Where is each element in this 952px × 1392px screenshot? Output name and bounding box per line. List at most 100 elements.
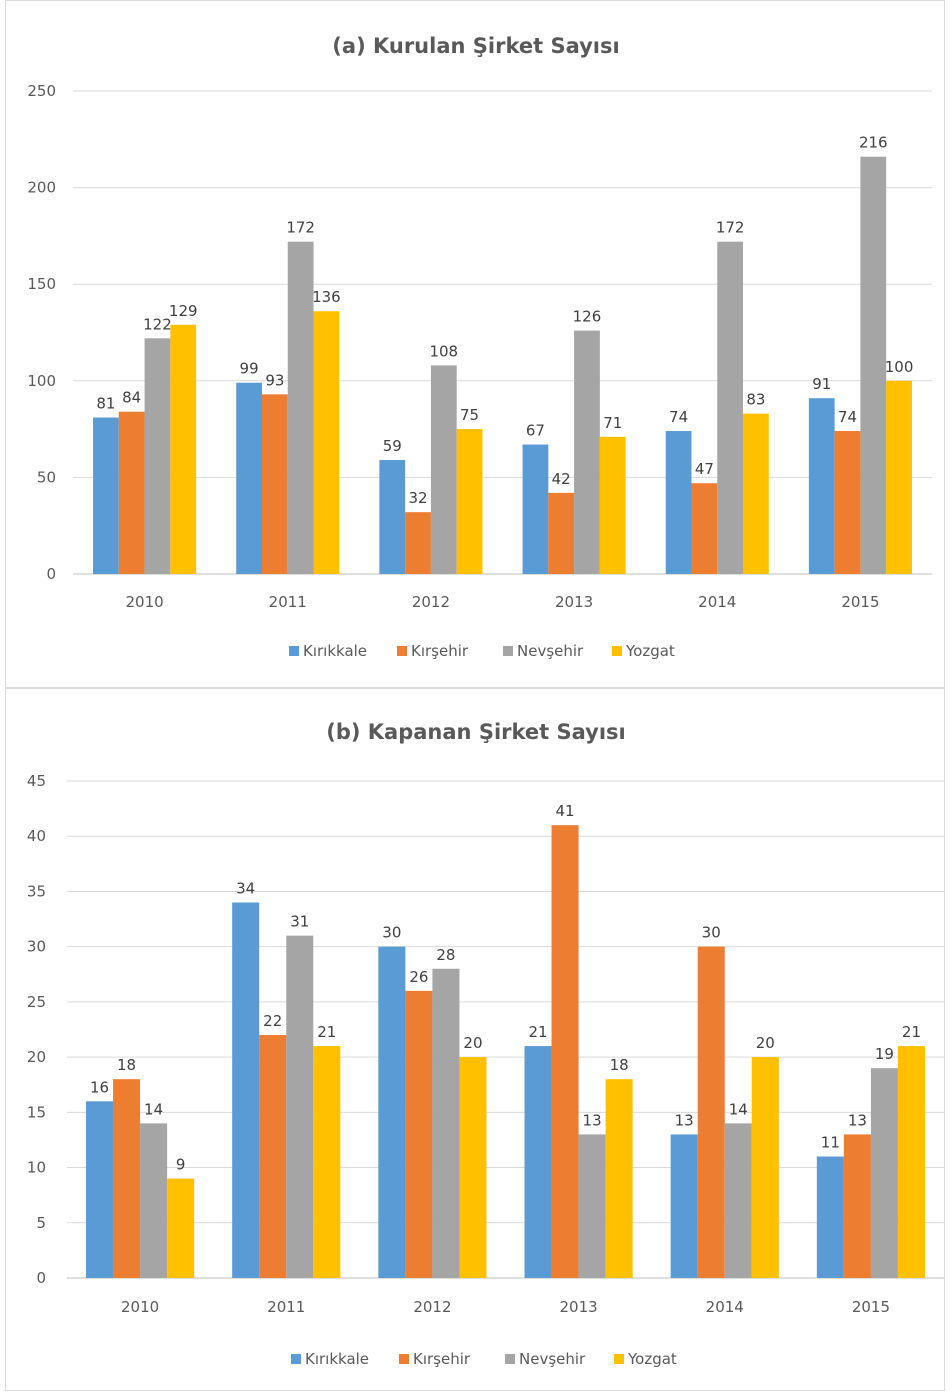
data-label: 26 bbox=[409, 968, 428, 986]
data-label: 13 bbox=[583, 1111, 602, 1129]
bar bbox=[432, 968, 460, 1278]
data-label: 14 bbox=[729, 1100, 748, 1118]
y-tick-label: 40 bbox=[27, 827, 46, 845]
data-label: 30 bbox=[382, 924, 401, 942]
data-label: 13 bbox=[848, 1111, 867, 1129]
chart-title: (b) Kapanan Şirket Sayısı bbox=[326, 720, 625, 744]
legend-swatch bbox=[289, 646, 299, 656]
data-label: 19 bbox=[875, 1045, 894, 1063]
data-label: 71 bbox=[603, 414, 622, 432]
legend-swatch bbox=[503, 646, 513, 656]
x-tick-label: 2012 bbox=[413, 1298, 451, 1316]
bar bbox=[574, 330, 600, 574]
legend-swatch bbox=[397, 646, 407, 656]
x-tick-label: 2010 bbox=[121, 1298, 159, 1316]
y-tick-label: 150 bbox=[27, 275, 56, 293]
legend-label: Kırşehir bbox=[413, 1350, 471, 1368]
legend-label: Yozgat bbox=[627, 1350, 677, 1368]
bar bbox=[405, 990, 433, 1278]
bar bbox=[834, 431, 861, 574]
bar bbox=[313, 311, 340, 574]
bar bbox=[170, 324, 197, 574]
bar bbox=[287, 241, 314, 575]
bar bbox=[118, 411, 145, 574]
bar bbox=[724, 1123, 752, 1278]
data-label: 16 bbox=[90, 1078, 109, 1096]
data-label: 9 bbox=[176, 1156, 186, 1174]
bar bbox=[743, 413, 769, 574]
bar bbox=[670, 1134, 698, 1278]
data-label: 18 bbox=[610, 1056, 629, 1074]
data-label: 32 bbox=[408, 489, 427, 507]
bar bbox=[286, 935, 314, 1278]
y-tick-label: 15 bbox=[27, 1103, 46, 1121]
y-tick-label: 100 bbox=[27, 372, 56, 390]
x-tick-label: 2010 bbox=[125, 593, 163, 611]
legend-swatch bbox=[505, 1354, 515, 1364]
data-label: 100 bbox=[885, 358, 914, 376]
data-label: 31 bbox=[290, 913, 309, 931]
data-label: 21 bbox=[902, 1023, 921, 1041]
chart-b-svg: (b) Kapanan Şirket Sayısı 0 5 10 15 20 25 30 35 4… bbox=[27, 720, 944, 1368]
data-label: 91 bbox=[812, 375, 831, 393]
bar bbox=[886, 380, 912, 574]
bar bbox=[313, 1046, 341, 1278]
x-tick-label: 2011 bbox=[267, 1298, 305, 1316]
y-tick-label: 45 bbox=[27, 772, 46, 790]
data-label: 67 bbox=[526, 422, 545, 440]
data-label: 22 bbox=[263, 1012, 282, 1030]
bar bbox=[167, 1178, 195, 1278]
data-label: 129 bbox=[169, 302, 198, 320]
bar bbox=[897, 1046, 925, 1278]
bar bbox=[232, 902, 260, 1278]
legend-label: Nevşehir bbox=[517, 642, 584, 660]
bar bbox=[599, 436, 626, 574]
bar bbox=[697, 946, 725, 1278]
y-tick-label: 5 bbox=[36, 1214, 46, 1232]
data-label: 136 bbox=[312, 288, 341, 306]
bar bbox=[578, 1134, 606, 1278]
data-label: 18 bbox=[117, 1056, 136, 1074]
data-label: 93 bbox=[265, 371, 284, 389]
bar bbox=[405, 512, 431, 574]
data-label: 21 bbox=[528, 1023, 547, 1041]
bar bbox=[860, 156, 887, 575]
bar bbox=[548, 492, 575, 574]
bar bbox=[665, 431, 692, 574]
chart-a-svg: (a) Kurulan Şirket Sayısı 0 50 100 150 200 250… bbox=[27, 34, 932, 660]
data-label: 83 bbox=[746, 391, 765, 409]
bar bbox=[113, 1079, 141, 1278]
data-label: 28 bbox=[436, 946, 455, 964]
data-label: 75 bbox=[460, 406, 479, 424]
data-label: 30 bbox=[702, 924, 721, 942]
data-label: 172 bbox=[716, 219, 745, 237]
data-label: 41 bbox=[556, 802, 575, 820]
data-label: 20 bbox=[756, 1034, 775, 1052]
chart-title: (a) Kurulan Şirket Sayısı bbox=[332, 34, 619, 58]
legend-swatch bbox=[612, 646, 622, 656]
bar bbox=[870, 1068, 898, 1278]
data-label: 74 bbox=[838, 408, 857, 426]
y-tick-label: 200 bbox=[27, 179, 56, 197]
legend-label: Kırıkkale bbox=[303, 642, 367, 660]
data-label: 108 bbox=[429, 342, 458, 360]
data-label: 122 bbox=[143, 315, 172, 333]
data-label: 34 bbox=[236, 879, 255, 897]
y-tick-label: 0 bbox=[36, 1269, 46, 1287]
bar bbox=[691, 483, 718, 574]
bar bbox=[430, 365, 457, 574]
bar bbox=[378, 946, 406, 1278]
chart-panel-a: (a) Kurulan Şirket Sayısı 0 50 100 150 200 250… bbox=[5, 0, 945, 688]
bar bbox=[751, 1057, 779, 1278]
data-label: 172 bbox=[286, 219, 315, 237]
bar bbox=[808, 398, 835, 574]
y-tick-label: 30 bbox=[27, 938, 46, 956]
y-tick-label: 35 bbox=[27, 882, 46, 900]
legend-label: Kırıkkale bbox=[305, 1350, 369, 1368]
y-tick-label: 50 bbox=[37, 468, 56, 486]
legend-swatch bbox=[291, 1354, 301, 1364]
data-label: 13 bbox=[675, 1111, 694, 1129]
y-tick-label: 25 bbox=[27, 993, 46, 1011]
data-label: 21 bbox=[317, 1023, 336, 1041]
data-label: 11 bbox=[821, 1134, 840, 1152]
